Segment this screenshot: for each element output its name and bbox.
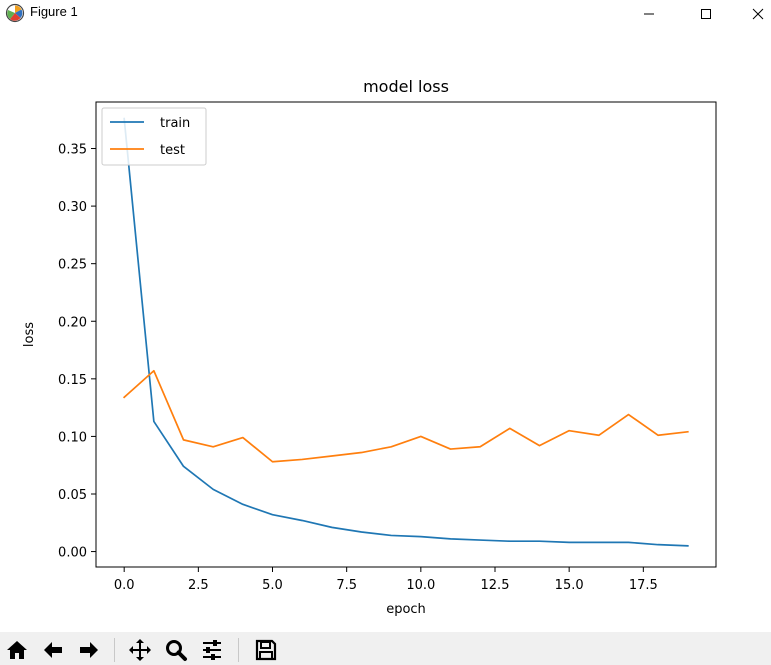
series-line-test [122,369,689,463]
x-tick-label: 0.0 [114,578,135,593]
maximize-button[interactable] [683,0,729,28]
y-tick-label: 0.10 [58,430,87,445]
y-tick-label: 0.00 [58,546,87,561]
navigation-toolbar [0,632,771,665]
zoom-button[interactable] [161,635,191,665]
axes-frame [95,101,717,568]
legend-label-train: train [160,116,190,131]
axes-background [96,102,716,567]
toolbar-separator [238,638,239,662]
x-tick-label: 12.5 [481,578,510,593]
configure-subplots-button[interactable] [197,635,227,665]
y-tick-label: 0.20 [58,315,87,330]
minimize-button[interactable] [626,0,672,28]
minimize-icon [644,13,654,15]
maximize-icon [701,9,711,19]
legend: train test [101,107,207,166]
y-tick-label: 0.25 [58,258,87,273]
close-button[interactable] [735,0,771,28]
forward-icon [80,642,98,658]
y-tick-label: 0.05 [58,488,87,503]
save-icon [255,639,277,661]
window-titlebar: Figure 1 [0,0,771,28]
plot-area: 0.0 2.5 5.0 7.5 10.0 12.5 15.0 17.5 0.00 0.05 0.10… [58,101,717,593]
x-axis-label: epoch [386,602,426,617]
legend-box [101,107,207,166]
y-axis-label: loss [22,322,37,347]
home-button[interactable] [2,635,32,665]
x-tick-label: 5.0 [262,578,283,593]
configure-subplots-icon [203,640,221,660]
x-tick-label: 15.0 [555,578,584,593]
home-icon [7,641,27,659]
y-tick-label: 0.35 [58,143,87,158]
back-icon [44,642,62,658]
y-tick-label: 0.15 [58,373,87,388]
x-tick-label: 17.5 [629,578,658,593]
x-tick-label: 7.5 [336,578,357,593]
pan-icon [129,639,151,661]
save-button[interactable] [251,635,281,665]
chart-title: model loss [363,77,449,96]
matplotlib-logo-icon [5,3,25,23]
close-icon [752,8,764,20]
legend-label-test: test [160,143,185,158]
x-tick-label: 2.5 [188,578,209,593]
y-tick-label: 0.30 [58,200,87,215]
forward-button[interactable] [74,635,104,665]
pan-button[interactable] [125,635,155,665]
series-line-train [123,117,689,547]
zoom-icon [166,640,187,661]
x-tick-label: 10.0 [406,578,435,593]
window-title: Figure 1 [30,4,78,19]
toolbar-separator [114,638,115,662]
back-button[interactable] [38,635,68,665]
figure-canvas[interactable]: 0.0 2.5 5.0 7.5 10.0 12.5 15.0 17.5 0.00 0.05 0.10… [0,28,771,632]
